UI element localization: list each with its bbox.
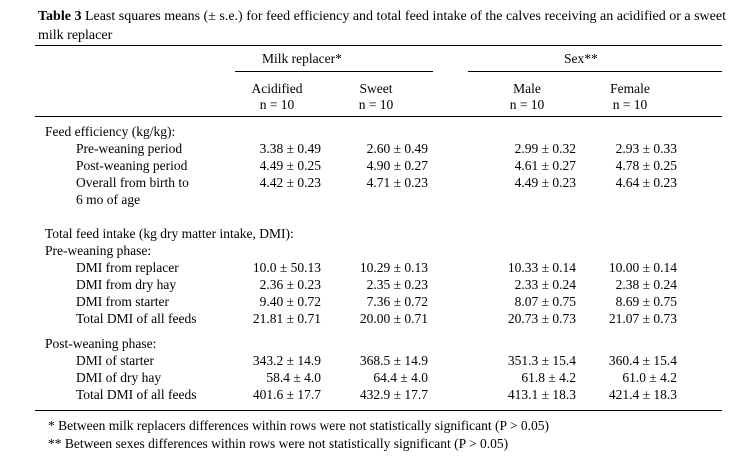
row-label: DMI of starter (76, 353, 154, 368)
table-cell: 61.8 ± 4.2 (521, 370, 576, 385)
row-label: Pre-weaning period (76, 141, 183, 156)
footnote-milk: * Between milk replacers differences wit… (48, 418, 549, 433)
group-rule-milk (235, 71, 433, 72)
table-cell: 64.4 ± 4.0 (373, 370, 428, 385)
table-cell: 421.4 ± 18.3 (608, 387, 677, 402)
group-header-sex: Sex** (564, 51, 598, 66)
footnote-sex: ** Between sexes differences within rows… (48, 436, 509, 451)
table-cell: 4.64 ± 0.23 (615, 175, 677, 190)
table-cell: 2.36 ± 0.23 (259, 277, 321, 292)
column-header: Male (513, 81, 541, 96)
row-label: Total DMI of all feeds (76, 387, 197, 402)
caption-text: Least squares means (± s.e.) for feed ef… (38, 9, 726, 43)
row-label: DMI of dry hay (76, 370, 162, 385)
row-label: DMI from replacer (76, 260, 179, 275)
group-header-milk-replacer: Milk replacer* (262, 51, 342, 66)
table-cell: 2.38 ± 0.24 (615, 277, 677, 292)
row-label: DMI from dry hay (76, 277, 177, 292)
table-cell: 360.4 ± 15.4 (608, 353, 677, 368)
table-cell: 20.73 ± 0.73 (507, 311, 576, 326)
table-cell: 10.0 ± 50.13 (252, 260, 321, 275)
table-cell: 4.61 ± 0.27 (514, 158, 576, 173)
column-header: Acidified (251, 81, 303, 96)
table-cell: 413.1 ± 18.3 (507, 387, 576, 402)
table-cell: 2.60 ± 0.49 (366, 141, 428, 156)
row-label: Total DMI of all feeds (76, 311, 197, 326)
top-rule (35, 45, 722, 46)
table-cell: 7.36 ± 0.72 (366, 294, 428, 309)
caption-label: Table 3 (38, 9, 82, 24)
column-n: n = 10 (509, 97, 545, 112)
table-cell: 2.35 ± 0.23 (366, 277, 428, 292)
section-label: Pre-weaning phase: (45, 243, 152, 258)
table-cell: 4.49 ± 0.23 (514, 175, 576, 190)
table-cell: 401.6 ± 17.7 (252, 387, 321, 402)
table-cell: 8.69 ± 0.75 (615, 294, 677, 309)
column-n: n = 10 (259, 97, 295, 112)
table-cell: 4.90 ± 0.27 (366, 158, 428, 173)
table-cell: 8.07 ± 0.75 (514, 294, 576, 309)
table-cell: 21.07 ± 0.73 (608, 311, 677, 326)
table-cell: 61.0 ± 4.2 (622, 370, 677, 385)
row-label: Post-weaning period (76, 158, 188, 173)
table-cell: 4.71 ± 0.23 (366, 175, 428, 190)
table-cell: 20.00 ± 0.71 (359, 311, 428, 326)
table-cell: 368.5 ± 14.9 (359, 353, 428, 368)
row-label: DMI from starter (76, 294, 169, 309)
table-cell: 9.40 ± 0.72 (259, 294, 321, 309)
table-cell: 21.81 ± 0.71 (252, 311, 321, 326)
table-caption: Table 3 Least squares means (± s.e.) for… (38, 7, 728, 45)
table-cell: 2.33 ± 0.24 (514, 277, 576, 292)
table-cell: 4.78 ± 0.25 (615, 158, 677, 173)
table-cell: 4.49 ± 0.25 (259, 158, 321, 173)
table-cell: 432.9 ± 17.7 (359, 387, 428, 402)
table-cell: 10.29 ± 0.13 (359, 260, 428, 275)
table-cell: 58.4 ± 4.0 (266, 370, 321, 385)
table-cell: 343.2 ± 14.9 (252, 353, 321, 368)
section-label: Post-weaning phase: (45, 336, 157, 351)
column-header: Sweet (359, 81, 393, 96)
table-cell: 4.42 ± 0.23 (259, 175, 321, 190)
table-cell: 10.33 ± 0.14 (507, 260, 576, 275)
header-rule (35, 116, 722, 117)
table-cell: 2.99 ± 0.32 (514, 141, 576, 156)
row-label: Overall from birth to (76, 175, 189, 190)
bottom-rule (35, 410, 722, 411)
section-label: Total feed intake (kg dry matter intake,… (45, 226, 294, 241)
column-n: n = 10 (612, 97, 648, 112)
row-label: 6 mo of age (76, 192, 141, 207)
table-cell: 10.00 ± 0.14 (608, 260, 677, 275)
column-n: n = 10 (358, 97, 394, 112)
section-label: Feed efficiency (kg/kg): (45, 124, 176, 139)
table-cell: 2.93 ± 0.33 (615, 141, 677, 156)
group-rule-sex (468, 71, 722, 72)
table-cell: 351.3 ± 15.4 (507, 353, 576, 368)
column-header: Female (610, 81, 650, 96)
table-cell: 3.38 ± 0.49 (259, 141, 321, 156)
